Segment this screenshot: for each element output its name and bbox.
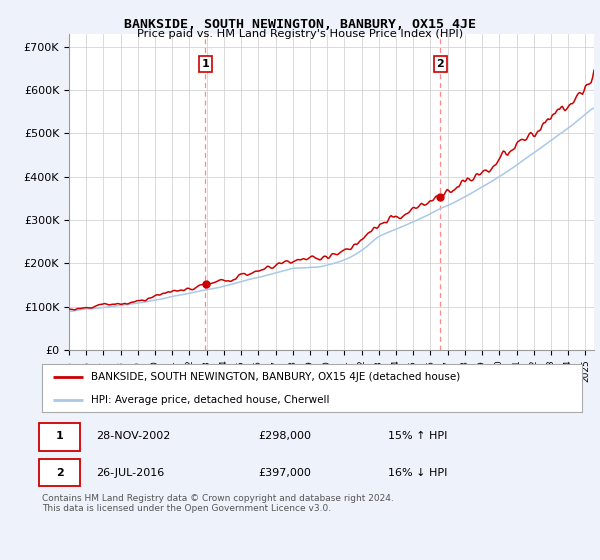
Text: 28-NOV-2002: 28-NOV-2002: [96, 432, 170, 441]
Text: £397,000: £397,000: [258, 468, 311, 478]
Text: 2: 2: [56, 468, 64, 478]
Text: Contains HM Land Registry data © Crown copyright and database right 2024.
This d: Contains HM Land Registry data © Crown c…: [42, 494, 394, 514]
Text: 2: 2: [436, 59, 444, 69]
Text: £298,000: £298,000: [258, 432, 311, 441]
Text: 16% ↓ HPI: 16% ↓ HPI: [388, 468, 447, 478]
Text: BANKSIDE, SOUTH NEWINGTON, BANBURY, OX15 4JE (detached house): BANKSIDE, SOUTH NEWINGTON, BANBURY, OX15…: [91, 372, 460, 382]
Text: Price paid vs. HM Land Registry's House Price Index (HPI): Price paid vs. HM Land Registry's House …: [137, 29, 463, 39]
Text: 1: 1: [56, 432, 64, 441]
Text: 26-JUL-2016: 26-JUL-2016: [96, 468, 164, 478]
Text: 15% ↑ HPI: 15% ↑ HPI: [388, 432, 447, 441]
Text: HPI: Average price, detached house, Cherwell: HPI: Average price, detached house, Cher…: [91, 395, 329, 405]
Text: 1: 1: [201, 59, 209, 69]
Text: BANKSIDE, SOUTH NEWINGTON, BANBURY, OX15 4JE: BANKSIDE, SOUTH NEWINGTON, BANBURY, OX15…: [124, 18, 476, 31]
FancyBboxPatch shape: [40, 459, 80, 486]
FancyBboxPatch shape: [40, 423, 80, 451]
